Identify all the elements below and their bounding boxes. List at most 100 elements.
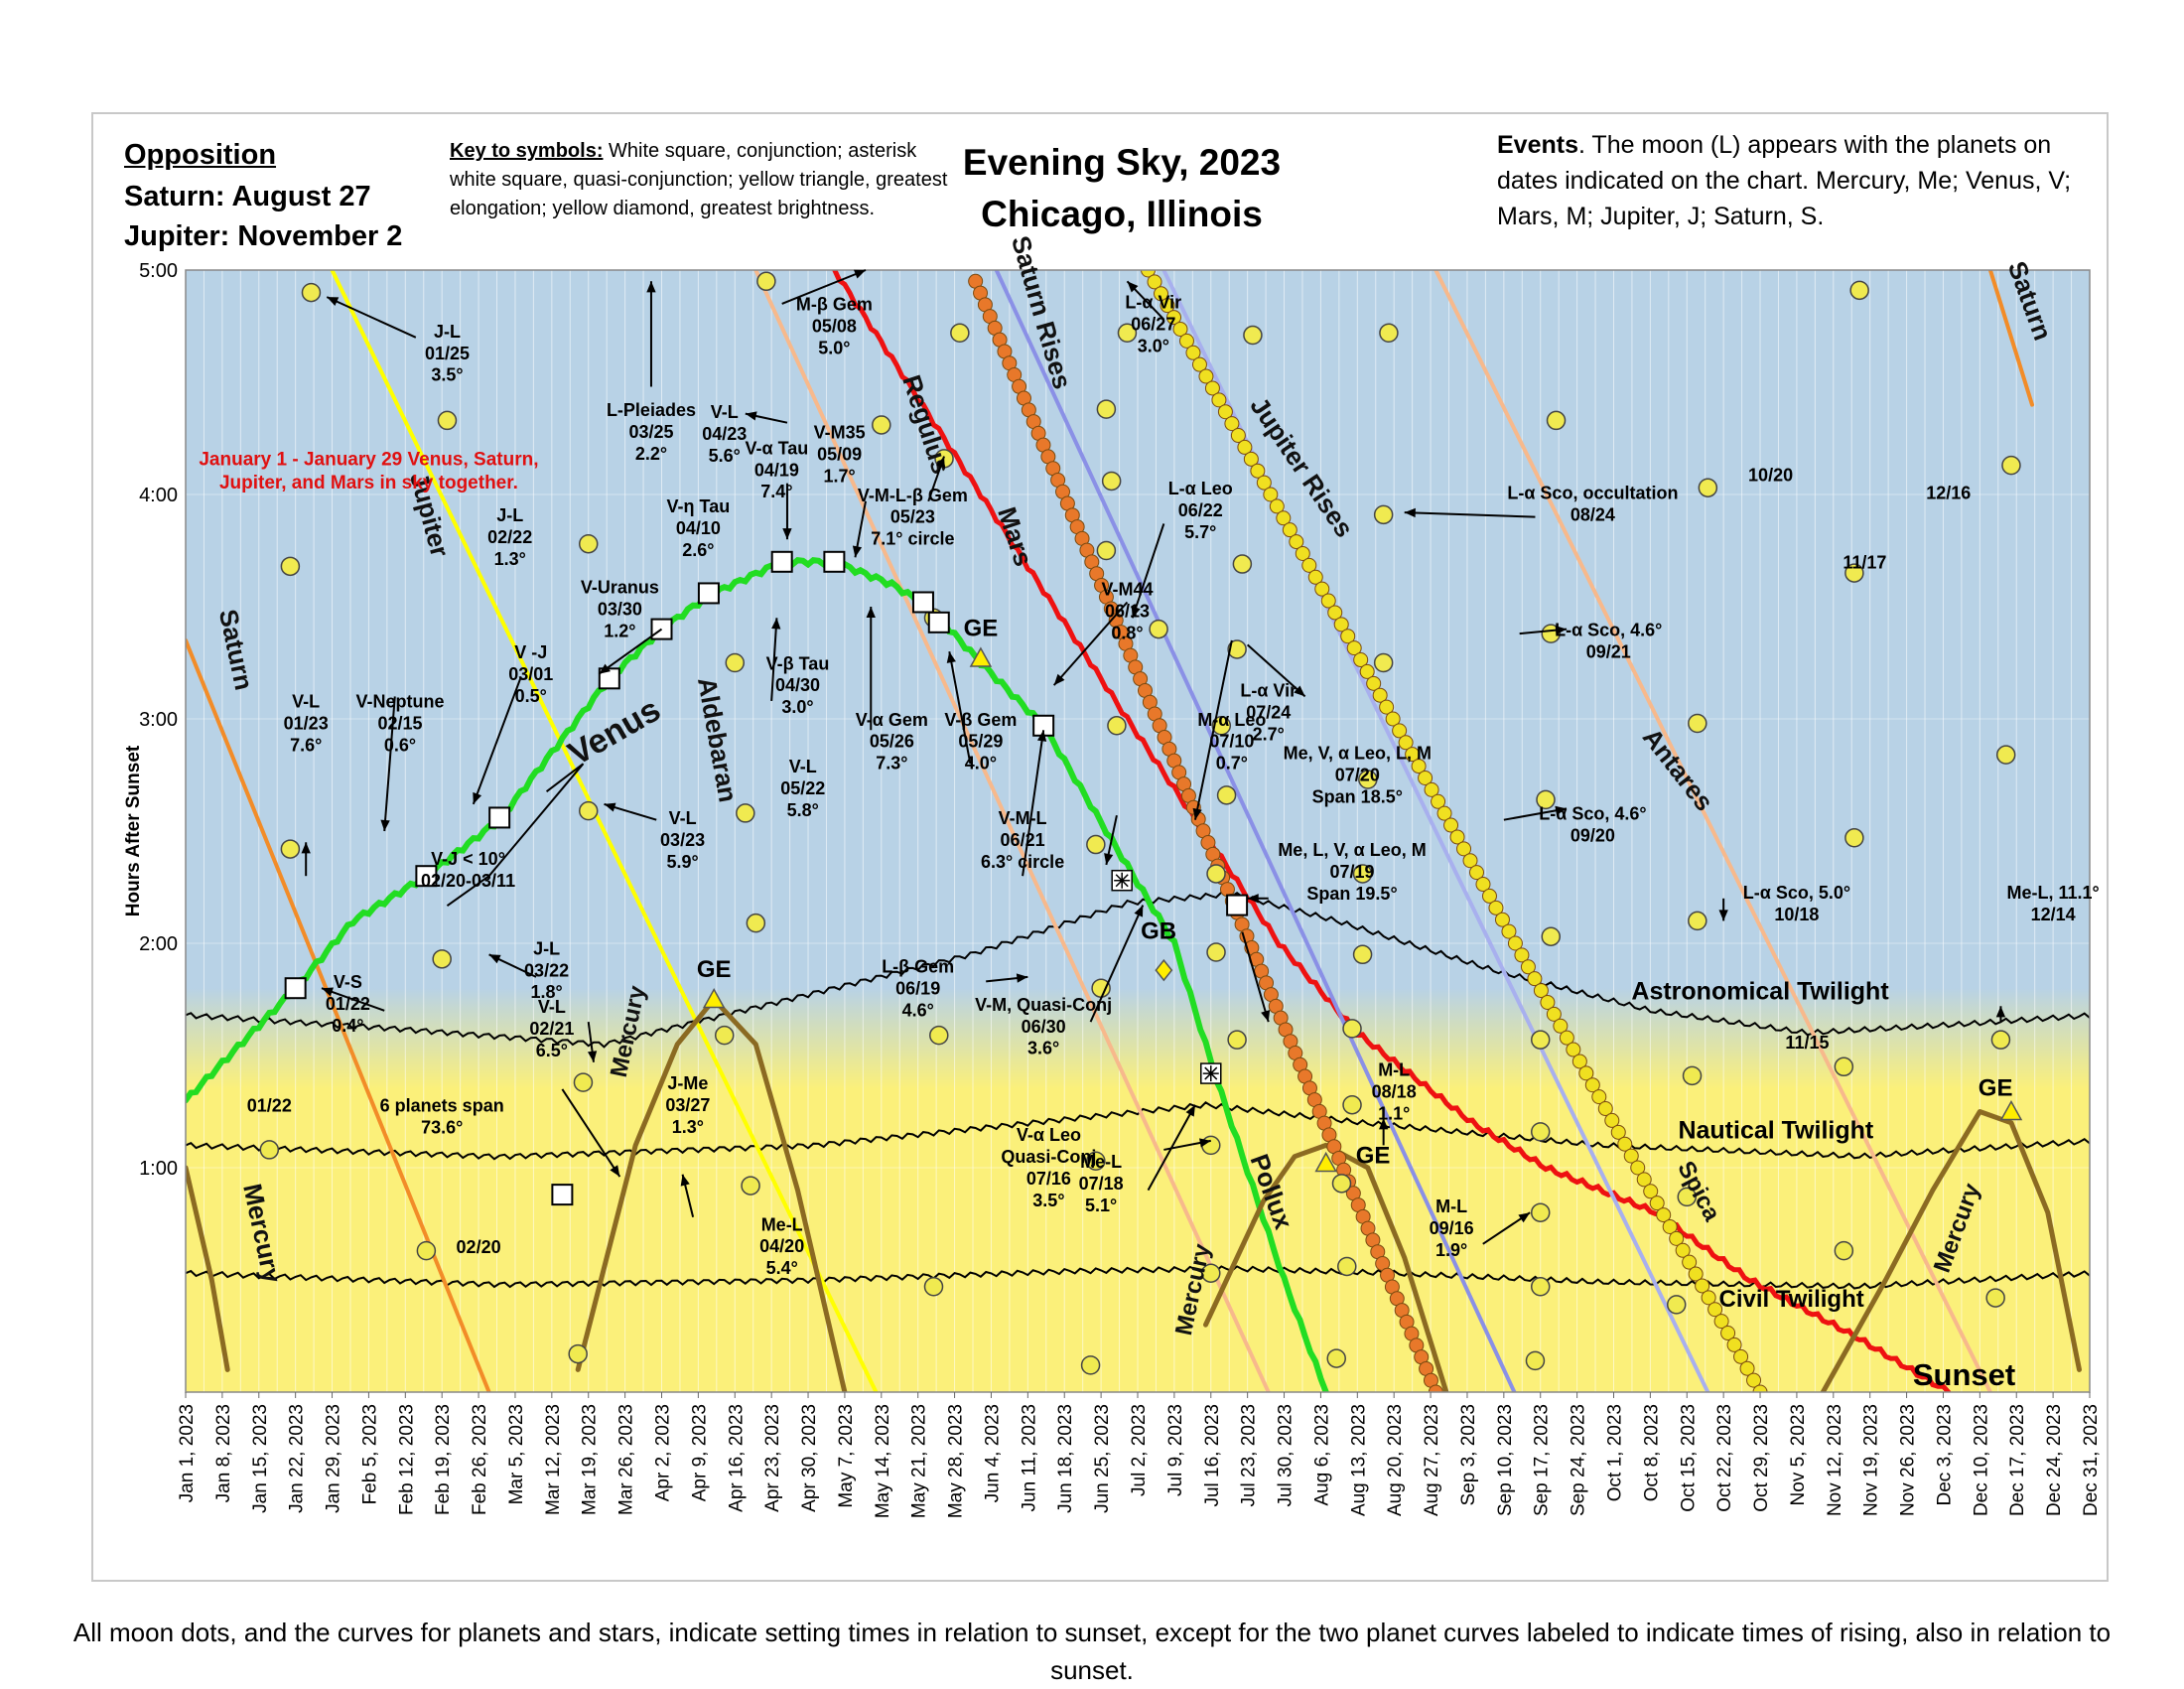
annotation-arrowhead [599,663,611,674]
moon-dot [1243,325,1263,346]
x-tick-label: Jan 15, 2023 [250,1404,271,1513]
jupiter-rises-dot [1198,368,1214,384]
x-tick-label: Jul 30, 2023 [1276,1404,1297,1507]
jupiter-rises-dot [1649,1196,1665,1211]
annotation-arrowhead [1185,1104,1195,1117]
x-tick-label: Jul 16, 2023 [1202,1404,1223,1507]
jupiter-rises-dot [1418,770,1433,785]
saturn-rises-dot [1428,1384,1443,1392]
annotation-arrow [321,987,385,1012]
x-tick-label: Dec 31, 2023 [2081,1404,2102,1516]
annotation-arrow [472,677,522,805]
plot-layer [186,270,2090,1392]
event-annotation: M-α Leo 07/10 0.7° [1197,710,1266,774]
y-axis-title: Hours After Sunset [123,745,144,916]
moon-dot [725,652,746,673]
annotation-arrowhead [1199,1138,1211,1148]
jupiter-rises-dot [1185,345,1201,360]
moon-dot [578,800,599,821]
moon-dot [1677,1187,1698,1207]
greatest-brightness-diamond [1155,958,1173,982]
twilight-line [186,891,2090,1049]
jupiter-rises-dot [1191,356,1207,372]
annotation-arrow [781,269,867,305]
nautical-twilight-label: Nautical Twilight [1678,1117,1873,1145]
jupiter-rises-dot [1669,1230,1685,1246]
annotation-arrowhead [854,269,866,279]
moon-dot [280,556,301,577]
jupiter-rises-dot [1643,1184,1659,1199]
annotation-arrow [770,618,778,701]
annotation-arrowhead [587,1051,598,1062]
annotation-arrowhead [1518,1212,1531,1223]
jupiter-rises-dot [1630,1160,1646,1176]
moon-dot [1379,323,1399,344]
jupiter-rises-dot [1237,439,1253,455]
jupiter-rises-dot [1320,593,1336,609]
x-tick-label: Feb 19, 2023 [433,1404,454,1515]
x-tick-label: Jul 9, 2023 [1165,1404,1186,1496]
annotation-arrowhead [488,954,501,964]
moon-dot [1206,864,1226,884]
event-annotation: V-M-L 06/21 6.3° circle [981,808,1064,872]
series-antares-curve [1433,270,1992,1392]
annotation-arrowhead [473,791,482,804]
jupiter-rises-dot [1165,310,1181,326]
x-tick-label: Jan 1, 2023 [177,1404,198,1502]
event-annotation: 6 planets span 73.6° [380,1096,504,1138]
event-annotation: V-Uranus 03/30 1.2° [581,577,659,640]
event-annotation: Me, L, V, α Leo, M 07/19 Span 19.5° [1278,840,1426,904]
moon-dot [1373,504,1394,525]
x-tick-label: Apr 30, 2023 [799,1404,820,1512]
moon-dot [1107,716,1127,736]
y-tick-label: 3:00 [139,709,178,731]
event-annotation: L-α Sco, 4.6° 09/21 [1555,620,1662,661]
event-annotation: V-M-L-β Gem 05/23 7.1° circle [858,486,968,549]
series-jupiter-curve [330,270,879,1392]
conjunction-square [927,611,950,633]
event-annotation: V-α Leo Quasi-Conj 07/16 3.5° [1001,1125,1096,1210]
conjunction-square [488,806,511,829]
moon-dot [929,1025,949,1046]
jupiter-rises-dot [1591,1089,1607,1105]
series-aldebaran-curve [753,270,1271,1392]
jupiter-rises-dot [1610,1124,1626,1140]
astronomical-twilight-label: Astronomical Twilight [1631,978,1889,1006]
x-tick-label: Nov 26, 2023 [1898,1404,1919,1516]
series-saturn-curve [186,637,491,1392]
jupiter-rises-dot [1546,1006,1562,1022]
event-annotation: GE [1356,1142,1391,1169]
conjunction-square [823,550,846,573]
jupiter-rises-dot [1172,321,1188,337]
jupiter-rises-dot [1379,699,1395,715]
annotation-arrowhead [1036,730,1047,742]
venus-jupiter-bracket [446,763,585,908]
jupiter-rises-dot [1623,1148,1639,1164]
conjunction-square [770,550,793,573]
moon-dot [1849,280,1869,301]
jupiter-rises-dot [1566,1042,1581,1057]
jupiter-rises-dot [1488,900,1504,915]
jupiter-rises-dot [1282,522,1297,538]
annotation-arrowhead [1378,1118,1389,1130]
event-annotation: J-Me 03/27 1.3° [665,1073,710,1137]
jupiter-rises-dot [1527,971,1543,987]
event-annotation: GE [1979,1075,2013,1102]
conjunction-square [598,667,620,690]
moon-dot [1201,1263,1221,1283]
series-regulus-curve [994,270,1517,1392]
jupiter-rises-dot [1688,1266,1704,1282]
x-tick-label: Jan 29, 2023 [324,1404,344,1513]
key-title: Key to symbols: [450,140,604,162]
event-annotation: V-η Tau 04/10 2.6° [667,496,731,560]
jupiter-rises-dot [1333,617,1349,633]
jupiter-rises-dot [1481,888,1497,904]
jupiter-rises-dot [1340,629,1356,644]
event-annotation: M-β Gem 05/08 5.0° [796,295,873,358]
jupiter-rises-dot [1224,416,1240,432]
event-annotation: V-J < 10° 02/20-03/11 [421,849,515,891]
y-tick-label: 1:00 [139,1158,178,1180]
annotation-arrowhead [1134,905,1144,917]
event-annotation: V-L 03/23 5.9° [660,808,705,872]
annotation-arrowhead [610,1165,620,1178]
